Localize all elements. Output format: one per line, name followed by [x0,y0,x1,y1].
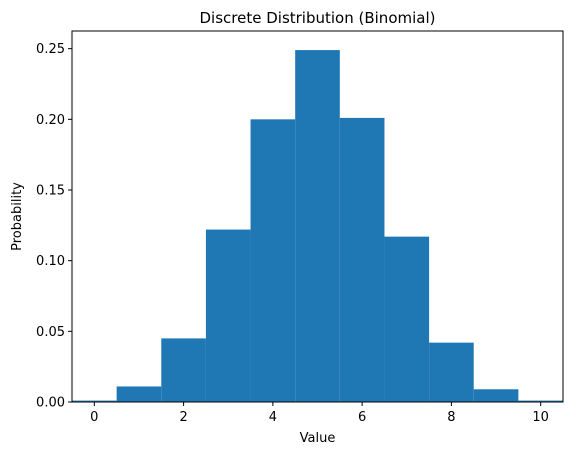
bar-value-4 [250,119,296,402]
bar-value-3 [205,229,251,402]
bar-value-6 [339,117,385,403]
y-tick-label: 0.25 [36,42,65,57]
bar-value-2 [161,338,206,402]
bar-value-9 [473,389,519,402]
bar-value-0 [72,400,117,402]
x-tick-label: 4 [269,410,277,425]
bar-value-10 [518,400,563,402]
y-tick-label: 0.05 [36,325,65,340]
x-axis-label: Value [300,431,336,446]
y-axis-label: Probability [10,182,25,251]
y-axis-ticks: 0.00 0.05 0.10 0.15 0.20 0.25 [36,42,72,411]
x-axis-ticks: 0 2 4 6 8 10 [90,402,549,425]
y-tick-label: 0.10 [36,254,65,269]
bar-value-1 [116,386,162,402]
y-tick-label: 0.00 [36,396,65,411]
y-tick-label: 0.20 [36,113,65,128]
chart-title: Discrete Distribution (Binomial) [200,9,436,27]
x-tick-label: 2 [179,410,187,425]
bar-value-5 [295,50,340,402]
x-tick-label: 10 [532,410,549,425]
y-tick-label: 0.15 [36,184,65,199]
bar-value-8 [429,342,474,402]
x-tick-label: 0 [90,410,98,425]
bars-group [72,50,563,403]
plot-frame [71,30,564,403]
bar-value-7 [384,236,430,402]
x-tick-label: 8 [447,410,455,425]
x-tick-label: 6 [358,410,366,425]
